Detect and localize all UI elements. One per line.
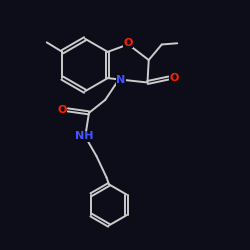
Text: O: O xyxy=(124,38,133,48)
Text: O: O xyxy=(58,105,67,115)
Text: NH: NH xyxy=(75,131,93,141)
Text: N: N xyxy=(116,76,126,86)
Text: O: O xyxy=(170,73,179,83)
